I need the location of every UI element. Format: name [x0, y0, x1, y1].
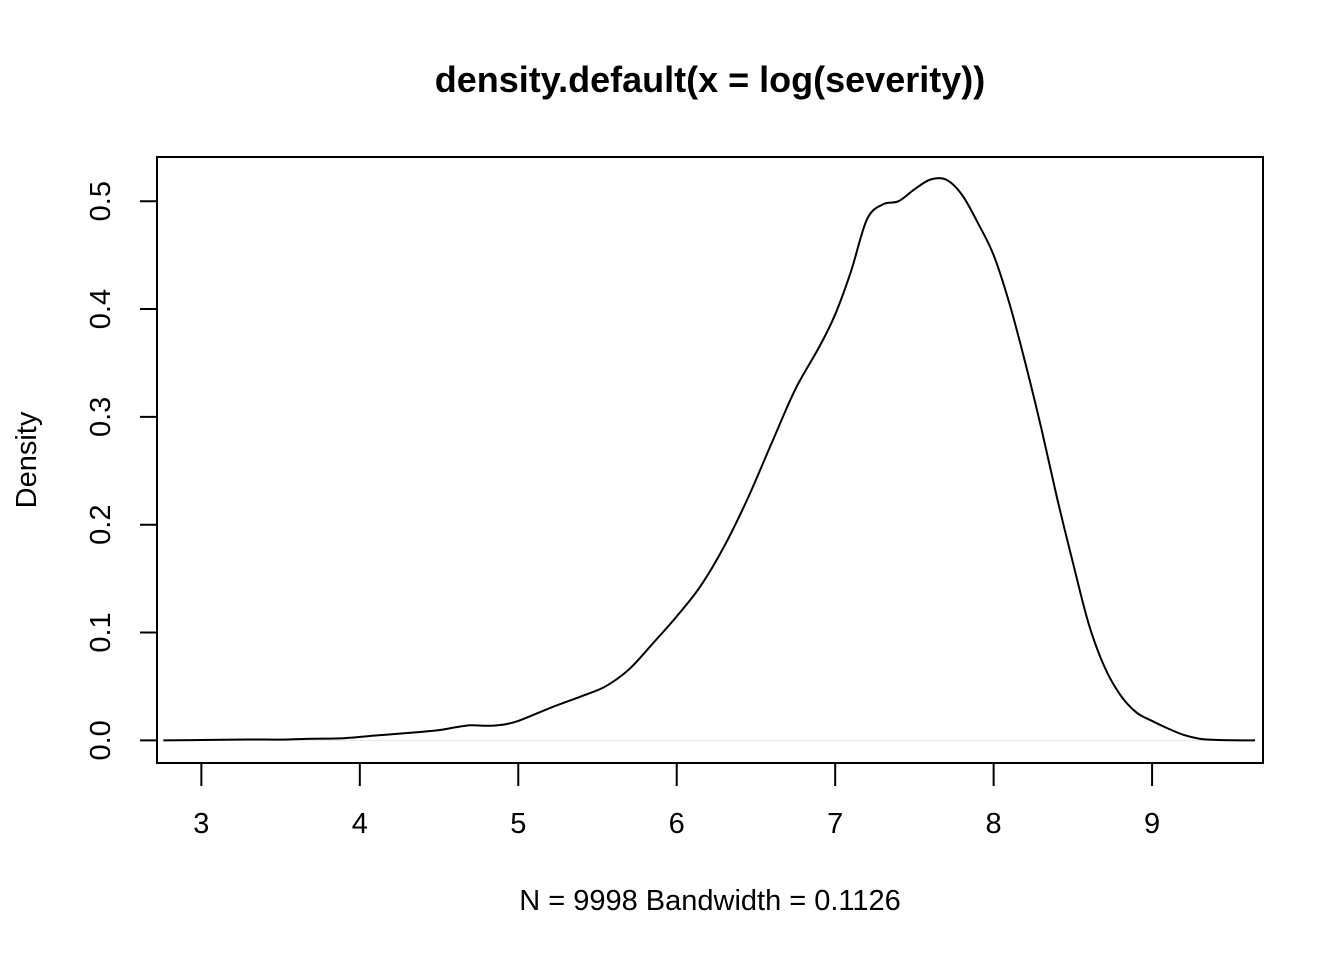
y-tick-label: 0.4	[85, 289, 117, 329]
chart-title: density.default(x = log(severity))	[435, 59, 985, 100]
y-tick-label: 0.0	[85, 720, 117, 760]
y-tick-label: 0.3	[85, 397, 117, 437]
x-tick-label: 7	[827, 808, 843, 840]
y-tick-label: 0.1	[85, 612, 117, 652]
x-tick-label: 3	[193, 808, 209, 840]
y-axis: 0.0 0.1 0.2 0.3 0.4 0.5	[85, 181, 158, 761]
x-tick-label: 5	[510, 808, 526, 840]
x-tick-label: 9	[1144, 808, 1160, 840]
x-axis-label: N = 9998 Bandwidth = 0.1126	[519, 885, 901, 917]
y-axis-label: Density	[11, 411, 43, 508]
y-tick-label: 0.5	[85, 181, 117, 221]
plot-frame	[156, 156, 1264, 764]
x-tick-label: 4	[352, 808, 368, 840]
density-curve-line	[163, 177, 1256, 742]
x-tick-label: 8	[986, 808, 1002, 840]
y-tick-label: 0.2	[85, 505, 117, 545]
x-axis: 3 4 5 6 7 8 9	[193, 762, 1160, 840]
x-tick-label: 6	[669, 808, 685, 840]
